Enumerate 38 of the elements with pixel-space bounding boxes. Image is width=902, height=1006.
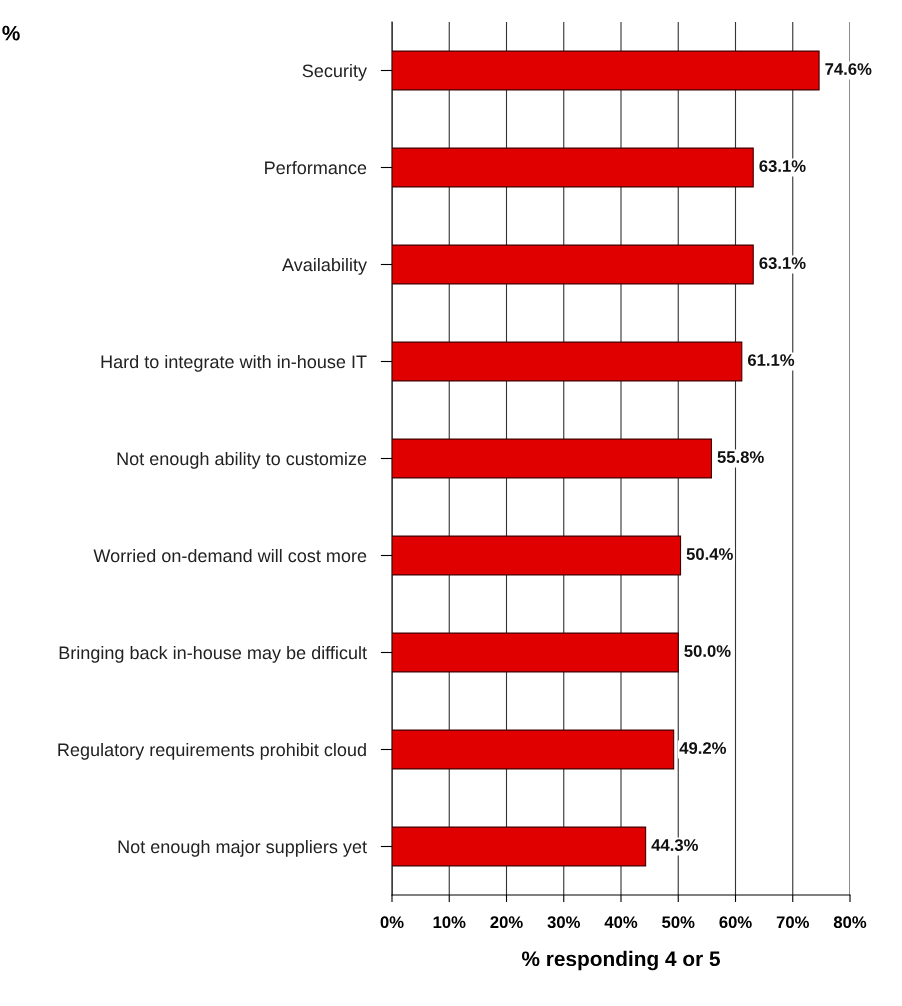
- x-tick-label: 10%: [433, 916, 466, 929]
- data-label: 55.8%: [717, 451, 764, 463]
- x-tick-label: 0%: [380, 916, 404, 929]
- bar: [392, 729, 675, 770]
- data-label: 49.2%: [679, 742, 727, 754]
- y-tick-label: Not enough major suppliers yet: [118, 839, 367, 857]
- x-tick-label: 20%: [490, 916, 523, 929]
- x-tick-label: 60%: [719, 916, 752, 929]
- bar: [392, 535, 682, 576]
- bar: [392, 244, 754, 285]
- x-tick-label: 70%: [776, 916, 809, 929]
- data-label: 50.4%: [686, 548, 733, 560]
- y-tick-label: Hard to integrate with in-house IT: [101, 354, 367, 372]
- y-tick-label: Not enough ability to customize: [117, 451, 367, 469]
- data-label: 74.6%: [825, 63, 872, 75]
- x-tick-label: 30%: [547, 916, 580, 929]
- y-tick-label: Performance: [265, 160, 367, 175]
- bar: [392, 50, 820, 91]
- y-tick-label: Bringing back in-house may be difficult: [59, 645, 367, 663]
- bar: [392, 438, 713, 479]
- bar: [392, 341, 743, 382]
- x-tick-label: 80%: [833, 916, 867, 929]
- y-tick-label: Regulatory requirements prohibit cloud: [58, 742, 366, 760]
- bar: [392, 632, 679, 673]
- bar: [392, 826, 647, 867]
- text: %: [2, 25, 20, 41]
- data-label: 44.3%: [651, 839, 698, 851]
- x-tick-label: 50%: [662, 916, 695, 929]
- y-tick-label: Availability: [282, 257, 367, 275]
- bar: [392, 147, 754, 188]
- data-label: 63.1%: [759, 257, 806, 269]
- data-label: 50.0%: [684, 645, 731, 657]
- x-tick-label: 40%: [604, 916, 638, 929]
- x-axis-title: % responding 4 or 5: [521, 950, 720, 971]
- data-label: 63.1%: [759, 160, 806, 172]
- y-tick-label: Worried on-demand will cost more: [93, 548, 367, 563]
- data-label: 61.1%: [747, 354, 795, 366]
- y-tick-label: Security: [302, 63, 367, 81]
